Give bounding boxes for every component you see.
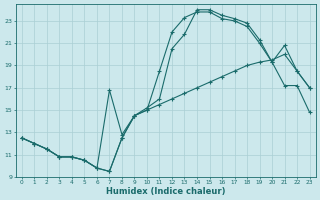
X-axis label: Humidex (Indice chaleur): Humidex (Indice chaleur) <box>106 187 226 196</box>
